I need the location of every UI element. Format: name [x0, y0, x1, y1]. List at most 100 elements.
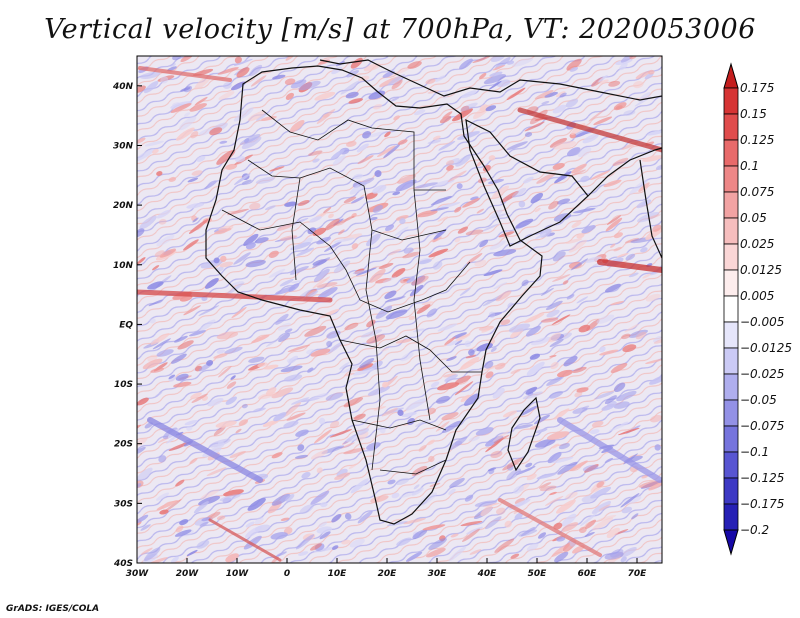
updraft-patch [218, 91, 235, 101]
updraft-patch [343, 397, 364, 408]
updraft-patch [606, 527, 620, 538]
updraft-patch [154, 250, 165, 258]
updraft-patch [200, 488, 220, 500]
downdraft-patch [170, 556, 179, 563]
downdraft-patch [493, 282, 508, 290]
lat-tick-label: 30S [114, 499, 133, 509]
updraft-patch [485, 437, 504, 453]
downdraft-patch [137, 467, 153, 481]
downdraft-patch [455, 155, 471, 167]
updraft-patch [190, 131, 199, 139]
updraft-patch [469, 549, 482, 555]
downdraft-patch [186, 202, 205, 209]
updraft-patch [494, 538, 515, 553]
downdraft-patch [565, 98, 579, 108]
updraft-patch [496, 507, 506, 515]
downdraft-patch [604, 457, 614, 463]
india-coastline [639, 159, 662, 259]
colorbar-label: 0.005 [740, 289, 774, 303]
updraft-patch [403, 518, 426, 525]
updraft-patch [418, 444, 427, 452]
downdraft-patch [385, 309, 408, 320]
downdraft-patch [217, 440, 225, 448]
downdraft-patch [442, 420, 461, 434]
downdraft-patch [449, 477, 465, 488]
downdraft-patch [265, 338, 280, 347]
map-field-background [137, 56, 662, 563]
downdraft-patch [654, 444, 661, 451]
colorbar-label: −0.175 [740, 497, 784, 511]
updraft-patch [163, 499, 182, 513]
downdraft-patch [399, 218, 406, 225]
updraft-patch [571, 221, 582, 228]
updraft-patch [216, 149, 236, 165]
downdraft-patch [488, 311, 496, 318]
updraft-patch [395, 214, 409, 221]
updraft-patch [444, 336, 456, 346]
updraft-patch [632, 81, 644, 89]
colorbar-min-arrow [723, 529, 739, 556]
downdraft-patch [620, 56, 635, 63]
updraft-patch [343, 447, 366, 455]
updraft-patch [460, 356, 480, 370]
downdraft-patch [448, 436, 468, 451]
downdraft-patch [506, 468, 522, 481]
downdraft-patch [584, 531, 595, 538]
colorbar-label: −0.025 [740, 367, 784, 381]
downdraft-patch [418, 259, 432, 265]
downdraft-patch [541, 101, 550, 105]
downdraft-patch [613, 382, 626, 393]
updraft-patch [206, 467, 227, 477]
downdraft-patch [328, 342, 343, 354]
updraft-patch [260, 115, 277, 121]
updraft-patch [284, 78, 296, 85]
updraft-patch [387, 68, 410, 77]
updraft-patch [407, 61, 422, 69]
downdraft-patch [647, 130, 662, 136]
downdraft-patch [625, 253, 636, 261]
downdraft-patch [201, 296, 208, 302]
downdraft-patch [580, 512, 598, 527]
vertical-velocity-field [137, 56, 662, 563]
updraft-patch [223, 489, 244, 497]
updraft-patch [313, 429, 333, 444]
downdraft-patch [245, 242, 256, 250]
downdraft-patch [387, 479, 396, 485]
updraft-patch [348, 463, 358, 469]
downdraft-patch [284, 328, 293, 333]
downdraft-patch [430, 381, 440, 388]
downdraft-patch [317, 286, 338, 299]
updraft-patch [493, 434, 510, 444]
downdraft-patch [306, 349, 315, 355]
updraft-patch [557, 369, 573, 378]
downdraft-patch [599, 346, 606, 353]
downdraft-patch [576, 296, 589, 304]
downdraft-patch [533, 414, 550, 425]
downdraft-patch [168, 374, 176, 380]
updraft-patch [466, 253, 483, 264]
updraft-patch [523, 313, 545, 324]
updraft-patch [175, 479, 185, 487]
downdraft-patch [489, 209, 503, 220]
lon-tick-label: 10W [226, 569, 250, 579]
updraft-patch [472, 56, 491, 64]
downdraft-patch [552, 104, 567, 114]
updraft-patch [506, 87, 526, 101]
downdraft-patch [522, 176, 534, 184]
downdraft-patch [279, 278, 294, 287]
updraft-patch [175, 525, 184, 533]
convective-band [557, 417, 662, 483]
updraft-patch [549, 491, 557, 496]
downdraft-patch [254, 237, 269, 244]
colorbar-swatch [723, 451, 739, 479]
updraft-patch [501, 190, 519, 203]
updraft-patch [183, 305, 201, 316]
downdraft-patch [233, 252, 251, 265]
downdraft-patch [604, 283, 621, 293]
colorbar-swatch [723, 139, 739, 167]
downdraft-patch [608, 423, 629, 432]
downdraft-patch [331, 513, 342, 523]
updraft-patch [263, 364, 279, 370]
downdraft-patch [489, 71, 503, 77]
colorbar-swatch [723, 347, 739, 375]
